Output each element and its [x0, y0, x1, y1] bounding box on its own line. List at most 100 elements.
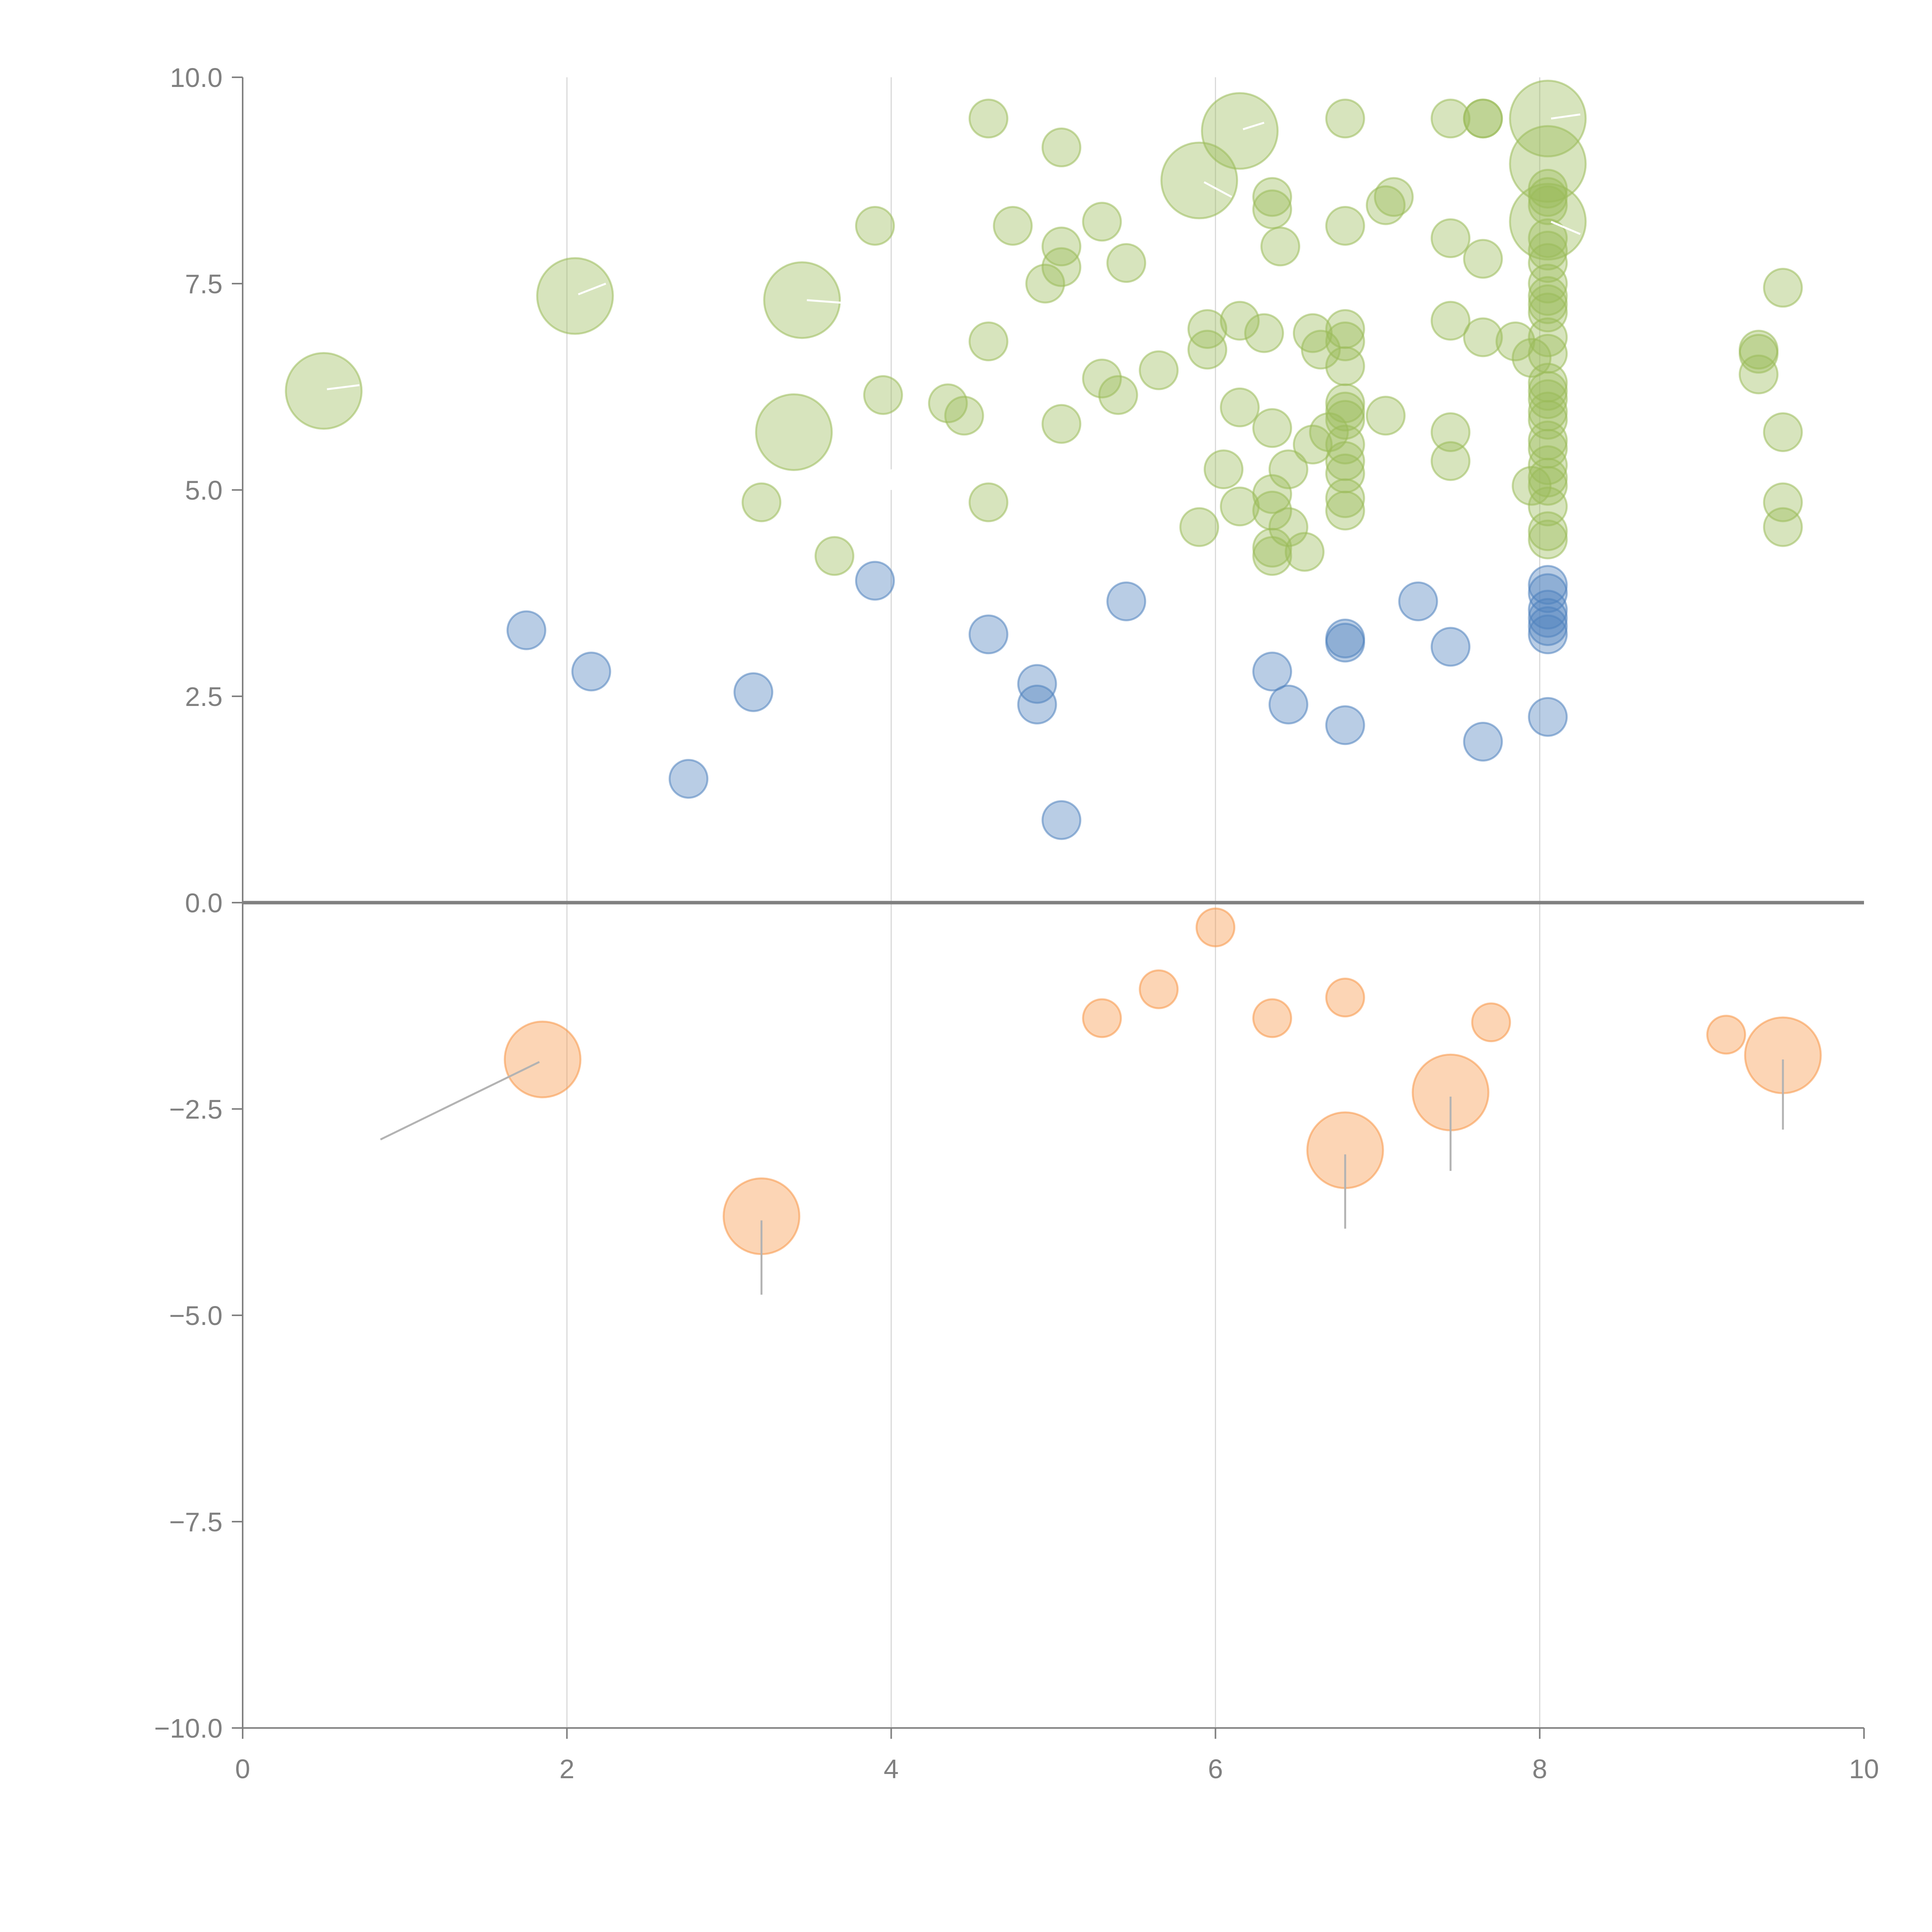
bubble-medium: [1325, 705, 1365, 745]
bubble-high: [1252, 408, 1292, 448]
bubble-high: [1325, 346, 1365, 386]
bubble-high: [1430, 301, 1471, 341]
bubble-high: [855, 206, 895, 246]
y-tick-label: 5.0: [185, 475, 223, 505]
bubble-high: [285, 352, 363, 430]
bubble-high: [1528, 243, 1568, 283]
bubble-medium: [1528, 573, 1568, 613]
bubble-high: [1252, 189, 1292, 230]
bubble-high: [1041, 128, 1082, 168]
leader-line: [1551, 113, 1581, 120]
bubble-medium: [1017, 684, 1057, 724]
bubble-medium: [1528, 697, 1568, 737]
bubble-high: [1763, 412, 1803, 452]
bubble-high: [1463, 317, 1503, 357]
bubble-high: [1293, 425, 1333, 465]
bubble-high: [968, 321, 1009, 362]
bubble-high: [1025, 264, 1065, 304]
bubble-high: [1252, 536, 1292, 576]
bubble-high: [1528, 284, 1568, 324]
leader-lines: [327, 113, 1784, 1295]
y-tick-label: −5.0: [169, 1301, 223, 1331]
bubble-high: [1325, 478, 1365, 518]
bubble-high: [1463, 99, 1503, 139]
bubble-high: [1260, 226, 1300, 267]
bubble-high: [1528, 519, 1568, 560]
bubble-high: [1098, 375, 1138, 415]
bubble-low: [503, 1020, 582, 1099]
bubble-high: [1204, 449, 1244, 490]
tick-labels: 10.0 7.5 5.0 2.5 0.0 −2.5 −5.0 −7.5 −10.0 0 2 4 6 8 10: [154, 63, 1879, 1784]
bubble-high: [1374, 177, 1414, 217]
bubble-high: [1763, 268, 1803, 308]
bubble-medium: [668, 759, 709, 799]
bubble-high: [1082, 202, 1122, 242]
x-tick-label: 6: [1208, 1754, 1223, 1784]
bubble-medium: [1252, 651, 1292, 692]
bubble-medium: [1528, 565, 1568, 605]
bubble-high: [1763, 507, 1803, 547]
bubble-high: [968, 482, 1009, 522]
bubble-high: [1509, 80, 1587, 158]
bubble-high: [863, 375, 903, 415]
bubble-medium: [968, 614, 1009, 655]
bubble-high: [1528, 457, 1568, 498]
x-tick-label: 10: [1849, 1754, 1879, 1784]
bubble-high: [1252, 528, 1292, 568]
bubble-medium: [1463, 721, 1503, 762]
bubble-high: [944, 396, 984, 436]
bubble-high: [1463, 239, 1503, 279]
bubble-high: [1309, 412, 1349, 452]
bubble-high: [993, 206, 1033, 246]
bubble-medium: [1268, 684, 1308, 724]
bubble-medium: [1106, 581, 1146, 621]
bubble-high: [1528, 466, 1568, 506]
bubble-high: [536, 257, 614, 335]
y-tick-label: −2.5: [169, 1094, 223, 1124]
bubble-high: [1325, 391, 1365, 432]
bubble-medium: [1528, 606, 1568, 646]
bubble-medium: [571, 651, 611, 692]
bubble-high: [1041, 226, 1082, 267]
bubble-medium: [1398, 581, 1438, 621]
bubble-medium: [1528, 590, 1568, 630]
bubble-high: [1528, 264, 1568, 304]
bubble-low: [1325, 978, 1365, 1018]
bubble-high: [815, 536, 855, 576]
bubble-medium: [1325, 622, 1365, 663]
bubble-high: [1220, 387, 1260, 427]
bubble-low: [1139, 969, 1179, 1009]
y-tick-label: −10.0: [154, 1713, 223, 1743]
bubble-high: [1528, 276, 1568, 316]
x-tick-label: 0: [235, 1754, 250, 1784]
bubble-medium: [1528, 614, 1568, 655]
bubble-high: [968, 99, 1009, 139]
bubble-high: [1252, 177, 1292, 217]
bubble-low: [1196, 907, 1236, 947]
y-tick-label: 0.0: [185, 888, 223, 918]
bubble-high: [1763, 482, 1803, 522]
bubble-low: [1706, 1015, 1746, 1055]
bubble-high: [1528, 218, 1568, 259]
leader-line: [380, 1061, 540, 1141]
bubble-high: [928, 383, 968, 423]
bubble-high: [1139, 350, 1179, 390]
bubble-high: [1041, 247, 1082, 287]
x-tick-label: 2: [560, 1754, 575, 1784]
y-tick-label: 7.5: [185, 269, 223, 299]
bubble-high: [1268, 449, 1308, 490]
leader-line: [1204, 181, 1232, 198]
leader-line: [807, 299, 851, 304]
y-tick-label: −7.5: [169, 1507, 223, 1537]
y-tick-label: 10.0: [170, 63, 223, 93]
leader-line: [1551, 221, 1581, 235]
bubble-high: [1325, 490, 1365, 531]
bubble-high: [1528, 185, 1568, 225]
bubble-high: [1528, 445, 1568, 485]
bubble-medium: [1430, 627, 1471, 667]
axes: [232, 77, 1865, 1739]
bubble-high: [1528, 317, 1568, 357]
bubble-high: [1430, 412, 1471, 452]
bubble-high: [1220, 301, 1260, 341]
